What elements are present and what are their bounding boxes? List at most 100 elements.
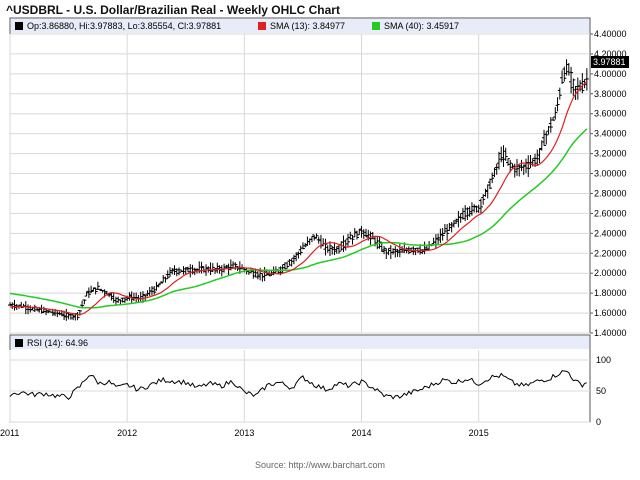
ohlc-legend-swatch (15, 22, 23, 30)
ohlc-bar (350, 234, 355, 245)
ohlc-bar (287, 259, 292, 266)
ohlc-bar (562, 66, 567, 82)
rsi-y-tick-label: 50 (596, 386, 606, 396)
ohlc-bar (235, 265, 240, 272)
ohlc-bar (68, 312, 73, 320)
ohlc-bar (465, 207, 470, 221)
price-y-tick-label: 2.40000 (594, 228, 627, 238)
ohlc-bar (508, 160, 513, 173)
ohlc-bar (535, 149, 540, 166)
ohlc-bar (120, 297, 125, 303)
ohlc-bar (476, 204, 481, 213)
ohlc-bar (490, 172, 495, 184)
ohlc-bar (391, 248, 396, 255)
ohlc-bar (122, 297, 127, 303)
ohlc-bar (127, 292, 132, 301)
price-y-tick-label: 2.20000 (594, 248, 627, 258)
ohlc-bar (107, 293, 112, 298)
ohlc-bar (343, 239, 348, 251)
ohlc-bar (496, 151, 501, 170)
rsi-legend: RSI (14): 64.96 (27, 338, 88, 348)
ohlc-bar (524, 158, 529, 174)
ohlc-bar (451, 220, 456, 228)
ohlc-bar (487, 178, 492, 190)
price-bars (8, 59, 589, 321)
ohlc-bar (573, 85, 578, 100)
x-tick-label: 2012 (117, 428, 137, 438)
ohlc-bar (537, 147, 542, 164)
ohlc-bar (129, 291, 134, 303)
ohlc-bar (539, 140, 544, 151)
ohlc-bar (454, 218, 459, 225)
price-panel-frame (9, 17, 591, 334)
ohlc-bar (551, 117, 556, 121)
price-y-tick-label: 3.60000 (594, 109, 627, 119)
ohlc-bar (172, 265, 177, 275)
sma-40-legend: SMA (40): 3.45917 (384, 21, 459, 31)
ohlc-bar (12, 299, 17, 311)
ohlc-bar (35, 307, 40, 311)
ohlc-bar (560, 70, 565, 85)
ohlc-bar (285, 262, 290, 269)
price-y-tick-label: 3.80000 (594, 89, 627, 99)
ohlc-bar (345, 233, 350, 247)
ohlc-bar (332, 242, 337, 256)
ohlc-bar (478, 198, 483, 215)
rsi-line (9, 370, 587, 400)
last-price-box (591, 56, 629, 68)
ohlc-bar (149, 286, 154, 296)
ohlc-bar (469, 202, 474, 216)
ohlc-bar (418, 244, 423, 255)
ohlc-bar (84, 291, 89, 297)
ohlc-bar (494, 163, 499, 175)
ohlc-bar (569, 66, 574, 94)
ohlc-bar (348, 231, 353, 240)
ohlc-bar (183, 267, 188, 275)
ohlc-bar (467, 206, 472, 217)
ohlc-bar (46, 310, 51, 314)
ohlc-bar (463, 205, 468, 222)
ohlc-bar (544, 131, 549, 145)
x-tick-label: 2014 (352, 428, 372, 438)
ohlc-bar (91, 287, 96, 292)
ohlc-bar (447, 222, 452, 231)
ohlc-bar (294, 252, 299, 262)
ohlc-bar (395, 248, 400, 257)
ohlc-bar (167, 267, 172, 277)
last-price-label: 3.97881 (593, 57, 626, 67)
ohlc-bar (208, 262, 213, 276)
ohlc-bar (312, 234, 317, 241)
ohlc-bar (330, 245, 335, 255)
ohlc-bar (542, 129, 547, 146)
rsi-legend-swatch (15, 339, 23, 347)
ohlc-bar (553, 107, 558, 120)
ohlc-bar (352, 228, 357, 238)
x-tick-label: 2011 (0, 428, 19, 438)
ohlc-bar (327, 241, 332, 257)
ohlc-bar (404, 247, 409, 254)
ohlc-bar (526, 155, 531, 177)
ohlc-bar (557, 87, 562, 100)
price-legend-bar (11, 19, 589, 33)
ohlc-bar (566, 63, 571, 76)
ohlc-bar (442, 224, 447, 234)
price-y-tick-label: 1.80000 (594, 288, 627, 298)
ohlc-bar (458, 213, 463, 223)
price-y-axis: 4.40000 4.20000 4.00000 3.80000 3.60000 3.400… (590, 29, 627, 338)
ohlc-bar (170, 268, 175, 275)
ohlc-bar (355, 230, 360, 240)
ohlc-bar (336, 243, 341, 254)
ohlc-bar (460, 207, 465, 220)
ohlc-bar (571, 78, 576, 96)
sma-40-line (9, 128, 588, 309)
ohlc-bar (420, 249, 425, 255)
price-grid (9, 33, 590, 334)
ohlc-bar (95, 281, 100, 291)
ohlc-bar (23, 301, 28, 315)
ohlc-bar (93, 287, 98, 295)
ohlc-bar (341, 235, 346, 252)
ohlc-bar (156, 283, 161, 288)
price-y-tick-label: 4.20000 (594, 49, 627, 59)
ohlc-bar (382, 246, 387, 255)
ohlc-bar (39, 304, 44, 314)
